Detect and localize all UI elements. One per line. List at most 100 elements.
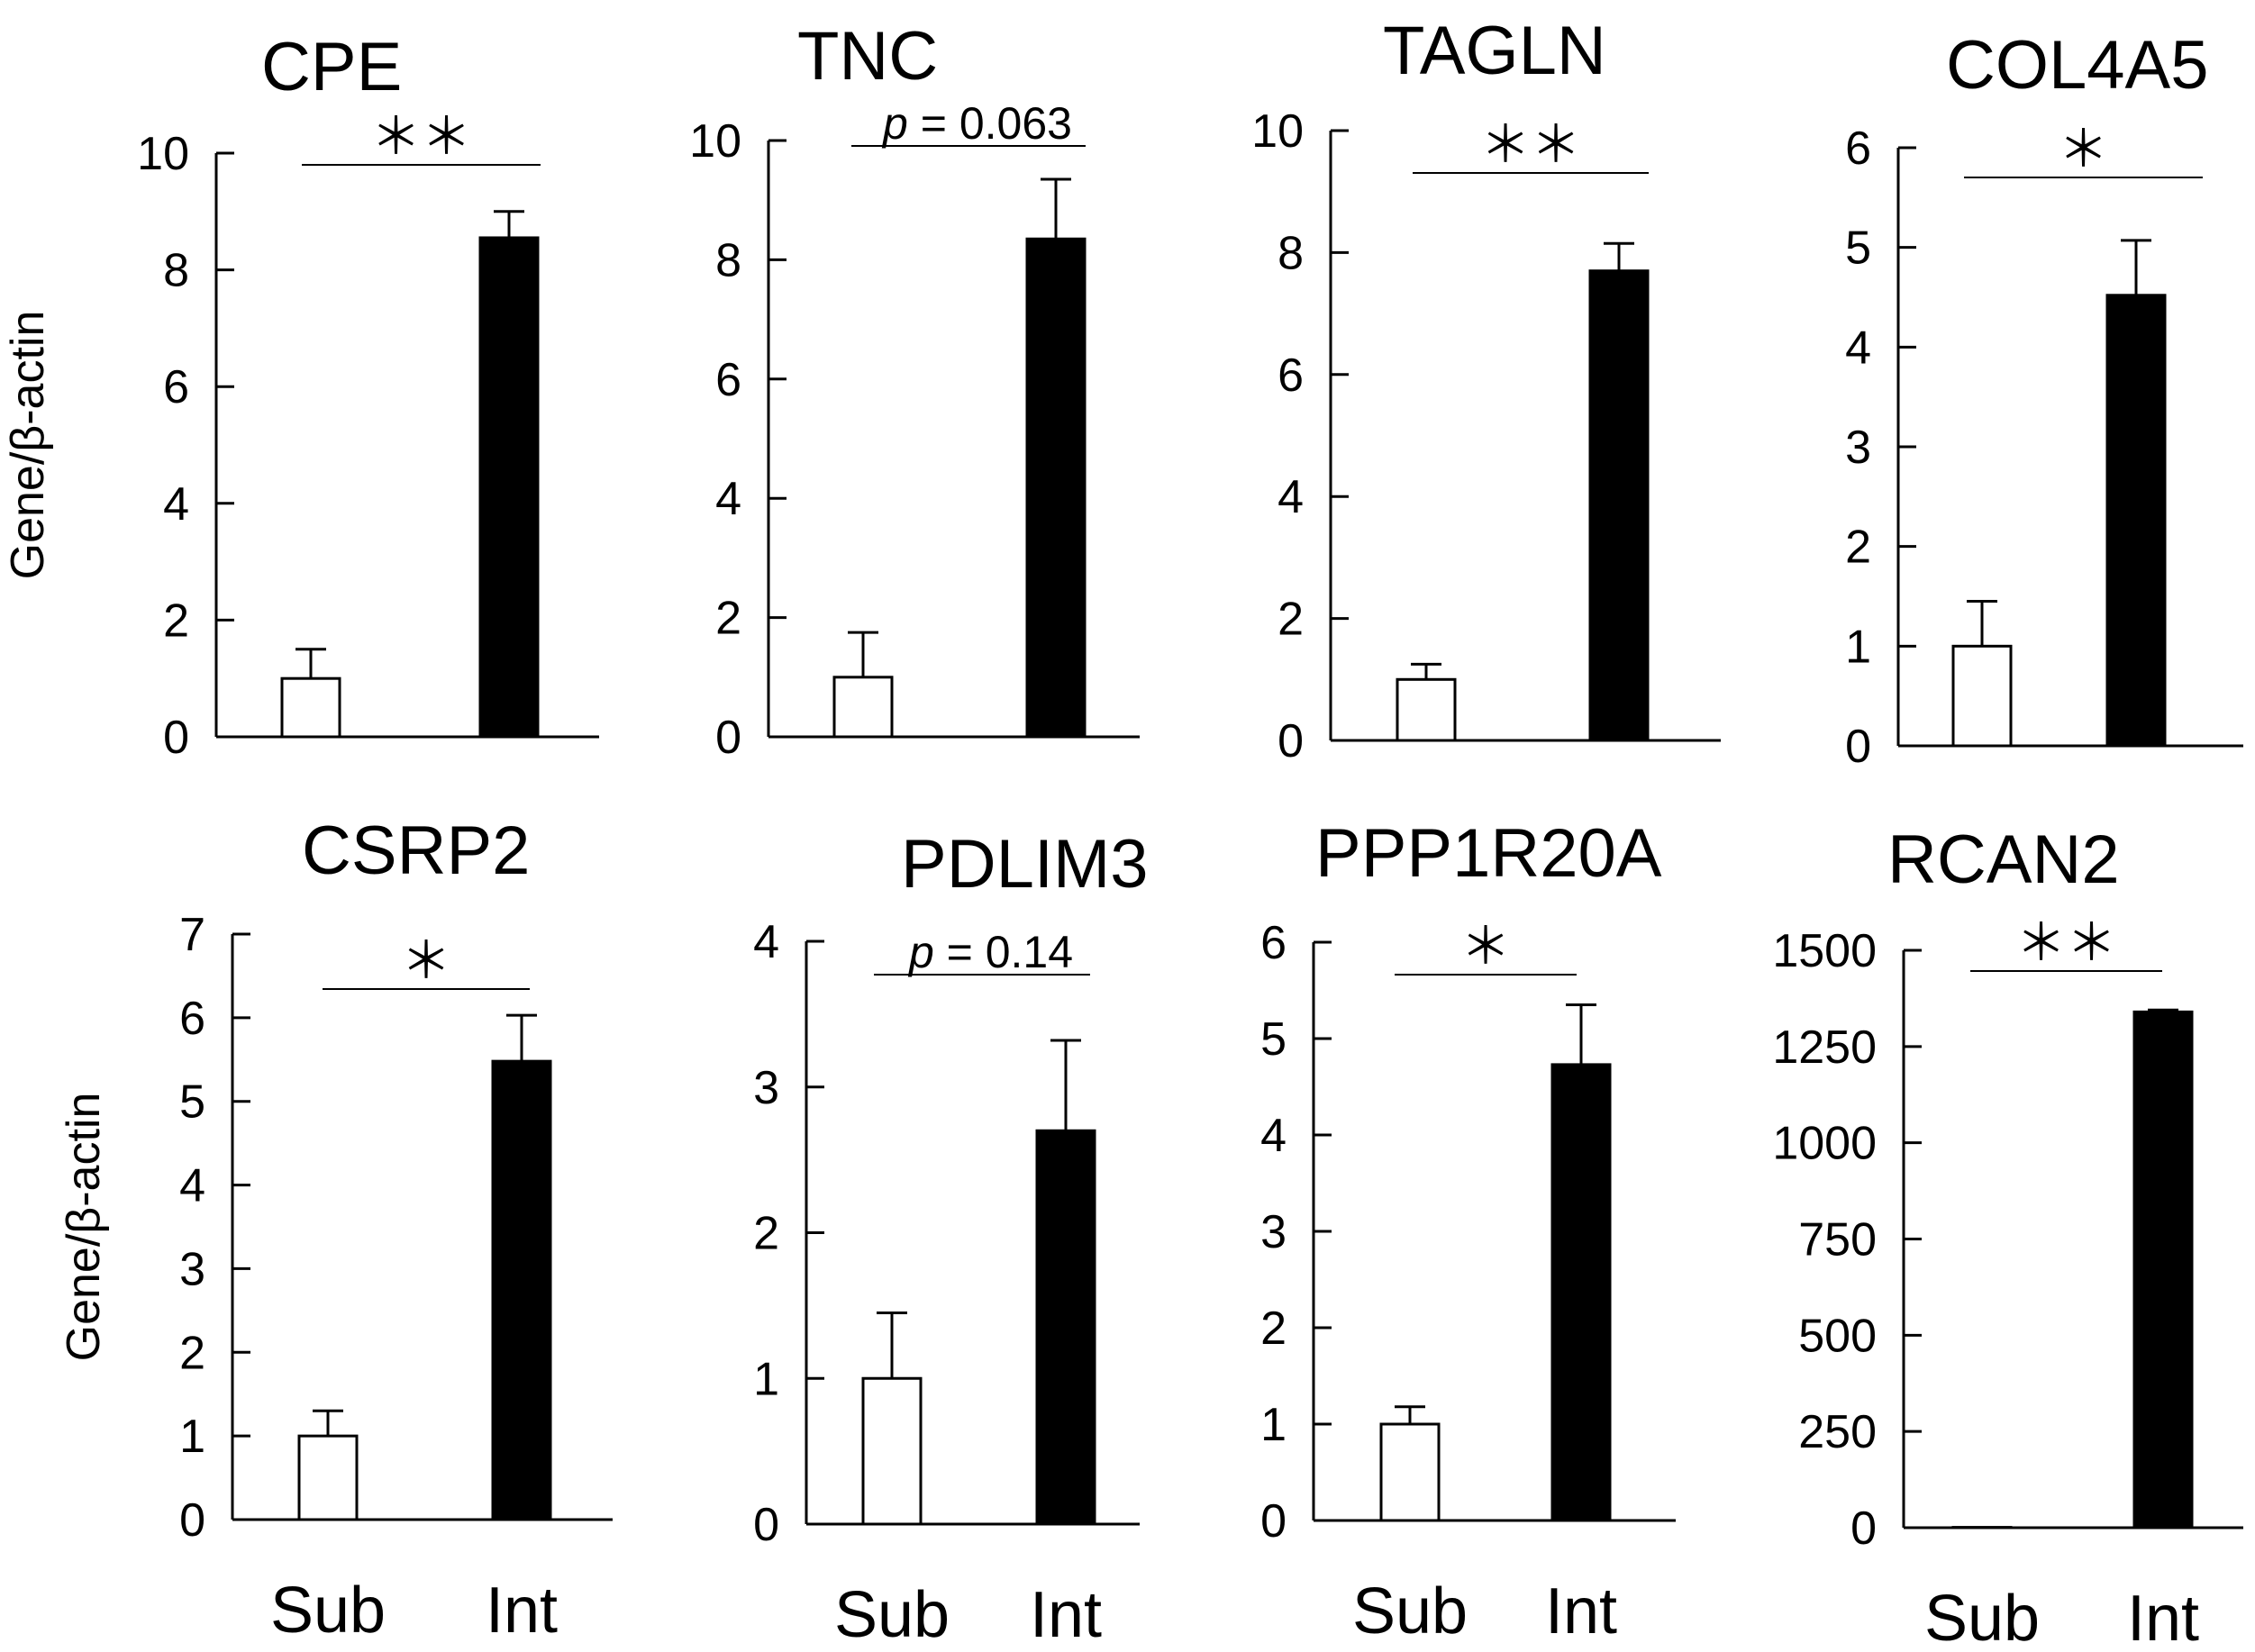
- chart-panel-cpe: CPE 0 2 4 6 8 10 Gene/β-actin ＊＊: [2, 29, 599, 764]
- y-tick-label: 750: [1798, 1214, 1877, 1266]
- y-tick-label: 5: [1260, 1013, 1287, 1066]
- significance-marker: ＊＊: [2016, 914, 2117, 971]
- category-label-int: Int: [1030, 1579, 1102, 1651]
- significance-marker: ＊: [2059, 121, 2109, 177]
- bar-int: [491, 1059, 552, 1521]
- chart-panel-rcan2: RCAN2 0 250 500 750 1000 1250 1500 Sub Int ＊＊: [1772, 821, 2243, 1652]
- p-value-label: p = 0.063: [881, 98, 1072, 149]
- y-tick-label: 1: [1845, 621, 1871, 673]
- y-tick-label: 4: [1260, 1110, 1287, 1162]
- chart-title: CSRP2: [302, 812, 530, 889]
- y-tick-label: 10: [137, 128, 189, 180]
- bar-int: [478, 236, 540, 739]
- y-tick-label: 1: [753, 1353, 779, 1405]
- y-tick-label: 2: [1278, 594, 1304, 646]
- y-tick-label: 6: [1845, 123, 1871, 175]
- y-tick-label: 6: [163, 361, 189, 413]
- chart-panel-ppp1r20a: PPP1R20A 0 1 2 3 4 5 6 Sub Int ＊: [1260, 815, 1676, 1647]
- y-tick-label: 5: [179, 1076, 205, 1129]
- chart-title: PDLIM3: [901, 826, 1149, 903]
- y-tick-label: 8: [1278, 227, 1304, 279]
- bar-int: [1035, 1129, 1096, 1526]
- y-tick-label: 1250: [1772, 1021, 1877, 1074]
- category-label-sub: Sub: [1924, 1583, 2040, 1652]
- y-tick-label: 4: [1845, 322, 1871, 374]
- category-label-sub: Sub: [270, 1575, 386, 1647]
- category-label-int: Int: [486, 1575, 558, 1647]
- y-tick-label: 2: [715, 593, 741, 645]
- y-tick-label: 0: [715, 712, 741, 764]
- y-tick-label: 0: [1278, 715, 1304, 767]
- y-tick-label: 1: [179, 1411, 205, 1463]
- chart-title: TAGLN: [1383, 13, 1606, 89]
- bar-int: [1588, 269, 1650, 742]
- y-tick-label: 2: [1845, 522, 1871, 574]
- y-tick-label: 2: [163, 595, 189, 647]
- y-tick-label: 5: [1845, 222, 1871, 275]
- y-tick-label: 0: [163, 712, 189, 764]
- category-label-sub: Sub: [834, 1579, 950, 1651]
- bar-int: [1025, 237, 1087, 739]
- chart-panel-tnc: TNC 0 2 4 6 8 10 p = 0.063: [689, 18, 1140, 764]
- chart-panel-col4a5: COL4A5 0 1 2 3 4 5 6 ＊: [1845, 27, 2243, 773]
- chart-title: COL4A5: [1946, 27, 2209, 104]
- y-tick-label: 6: [715, 354, 741, 406]
- chart-title: TNC: [797, 18, 938, 95]
- y-tick-label: 6: [1278, 349, 1304, 402]
- y-tick-label: 10: [1251, 105, 1304, 158]
- bar-int: [2132, 1010, 2194, 1529]
- chart-panel-tagln: TAGLN 0 2 4 6 8 10 ＊＊: [1251, 13, 1721, 767]
- y-tick-label: 2: [179, 1327, 205, 1379]
- y-tick-label: 1000: [1772, 1118, 1877, 1170]
- p-value-label: p = 0.14: [907, 927, 1073, 977]
- y-tick-label: 6: [1260, 917, 1287, 969]
- y-tick-label: 3: [1260, 1206, 1287, 1258]
- y-tick-label: 500: [1798, 1310, 1877, 1362]
- y-tick-label: 4: [715, 473, 741, 525]
- chart-panel-csrp2: CSRP2 0 1 2 3 4 5 6 7 Gene/β-actin Sub Int ＊: [58, 812, 613, 1647]
- y-tick-label: 0: [1845, 721, 1871, 773]
- y-tick-label: 8: [715, 234, 741, 286]
- chart-title: RCAN2: [1887, 821, 2120, 898]
- y-tick-label: 0: [753, 1499, 779, 1551]
- y-tick-label: 4: [163, 478, 189, 531]
- y-tick-label: 2: [753, 1208, 779, 1260]
- bar-sub: [280, 676, 341, 739]
- y-tick-label: 7: [179, 909, 205, 961]
- y-tick-label: 0: [1260, 1495, 1287, 1548]
- significance-marker: ＊: [401, 932, 451, 989]
- significance-marker: ＊: [1460, 918, 1511, 975]
- y-tick-label: 8: [163, 245, 189, 297]
- y-tick-label: 2: [1260, 1303, 1287, 1355]
- y-axis-label: Gene/β-actin: [58, 1093, 110, 1362]
- y-tick-label: 1: [1260, 1399, 1287, 1451]
- significance-marker: ＊＊: [1480, 116, 1581, 173]
- y-axis-label: Gene/β-actin: [2, 311, 54, 580]
- chart-title: PPP1R20A: [1315, 815, 1662, 892]
- y-tick-label: 4: [753, 916, 779, 968]
- y-tick-label: 3: [753, 1062, 779, 1114]
- bar-int: [2105, 294, 2167, 748]
- bar-sub: [1396, 677, 1457, 742]
- chart-panel-pdlim3: PDLIM3 0 1 2 3 4 Sub Int p = 0.14: [753, 826, 1148, 1651]
- y-tick-label: 3: [1845, 422, 1871, 474]
- y-tick-label: 0: [179, 1494, 205, 1547]
- bar-sub: [297, 1434, 359, 1521]
- y-tick-label: 4: [1278, 471, 1304, 523]
- bar-sub: [1379, 1422, 1441, 1522]
- bar-int: [1550, 1063, 1612, 1522]
- y-tick-label: 1500: [1772, 925, 1877, 977]
- category-label-int: Int: [1545, 1575, 1617, 1647]
- y-tick-label: 0: [1850, 1502, 1877, 1555]
- y-tick-label: 6: [179, 993, 205, 1045]
- category-label-sub: Sub: [1352, 1575, 1468, 1647]
- chart-title: CPE: [261, 29, 402, 105]
- bar-sub: [832, 676, 894, 739]
- bar-sub: [861, 1376, 923, 1526]
- y-tick-label: 10: [689, 115, 741, 168]
- significance-marker: ＊＊: [371, 108, 472, 165]
- bar-sub: [1951, 644, 2013, 748]
- category-label-int: Int: [2127, 1583, 2199, 1652]
- y-tick-label: 250: [1798, 1406, 1877, 1458]
